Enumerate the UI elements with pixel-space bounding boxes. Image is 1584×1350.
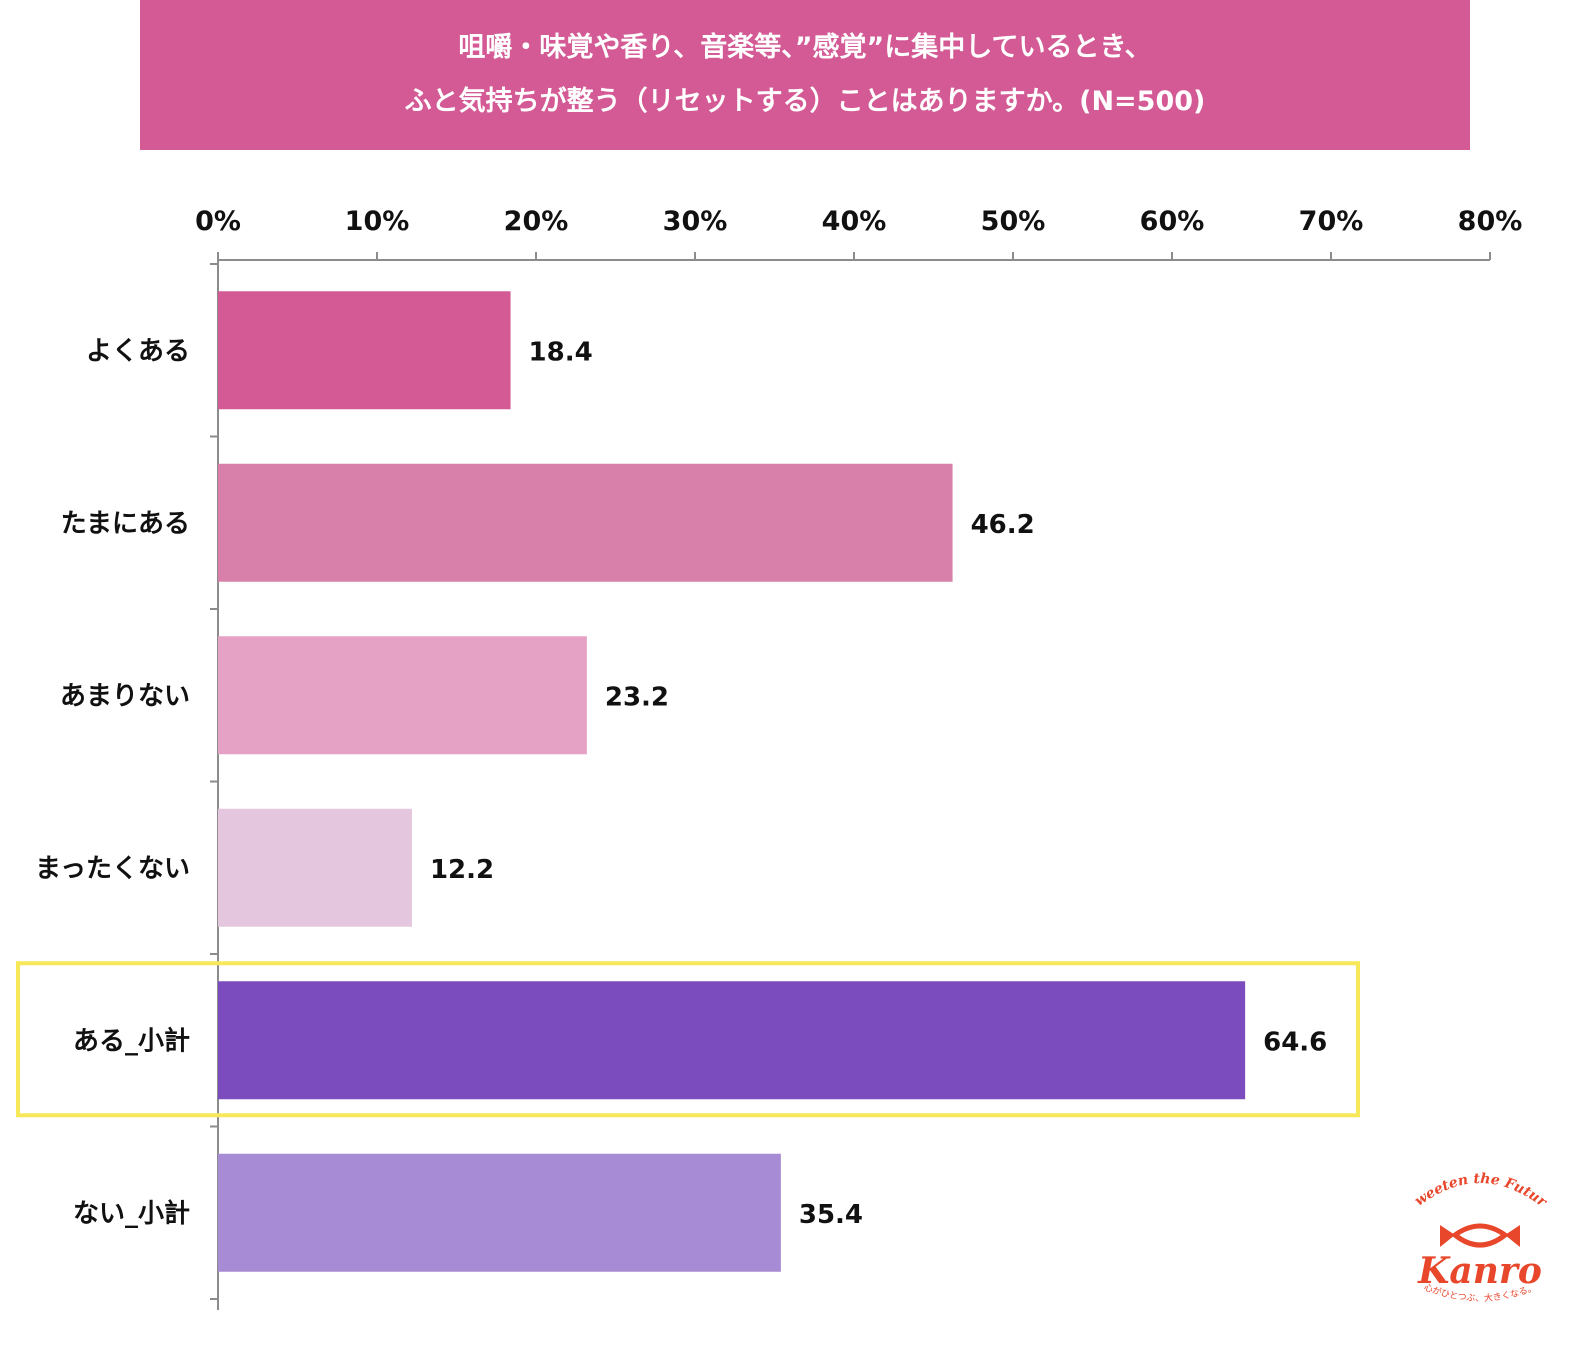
title-line-1: 咀嚼・味覚や香り、音楽等、”感覚”に集中しているとき、 [458,32,1152,63]
data-label: 12.2 [430,855,494,885]
bar [218,808,412,927]
bar [218,981,1246,1100]
data-label: 64.6 [1263,1027,1327,1057]
data-label: 35.4 [799,1200,863,1230]
candy-icon [1440,1223,1520,1248]
x-tick-label: 20% [504,206,569,237]
bar [218,1153,781,1272]
logo-tagline-top: Sweeten the Future [1400,1165,1551,1211]
logo-brand: Kanro [1417,1250,1542,1292]
data-label: 18.4 [529,337,593,367]
bar [218,463,953,582]
data-label: 23.2 [605,682,669,712]
x-tick-label: 70% [1299,206,1364,237]
x-tick-label: 40% [822,206,887,237]
kanro-logo: Sweeten the Future Kanro 心がひとつぶ、大きくなる。 [1400,1165,1551,1304]
category-label: ある_小計 [73,1025,190,1056]
title-line-2: ふと気持ちが整う（リセットする）ことはありますか。(N=500) [404,86,1206,117]
x-tick-label: 0% [195,206,241,237]
x-tick-label: 30% [663,206,728,237]
x-tick-label: 60% [1140,206,1205,237]
data-label: 46.2 [971,510,1035,540]
x-tick-label: 50% [981,206,1046,237]
category-label: まったくない [35,854,190,884]
svg-text:Sweeten the Future: Sweeten the Future [1400,1165,1551,1211]
title-banner: 咀嚼・味覚や香り、音楽等、”感覚”に集中しているとき、 ふと気持ちが整う（リセッ… [140,0,1470,150]
bar [218,291,511,410]
category-label: ない_小計 [73,1198,190,1229]
x-tick-label: 10% [345,206,410,237]
x-tick-label: 80% [1458,206,1523,237]
highlight-box [16,961,1360,1118]
bar [218,636,587,755]
category-label: あまりない [60,681,190,711]
category-label: たまにある [61,509,190,539]
category-label: よくある [86,336,190,366]
